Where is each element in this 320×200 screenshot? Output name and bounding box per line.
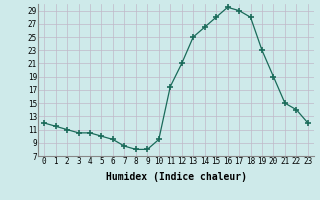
X-axis label: Humidex (Indice chaleur): Humidex (Indice chaleur) (106, 172, 246, 182)
